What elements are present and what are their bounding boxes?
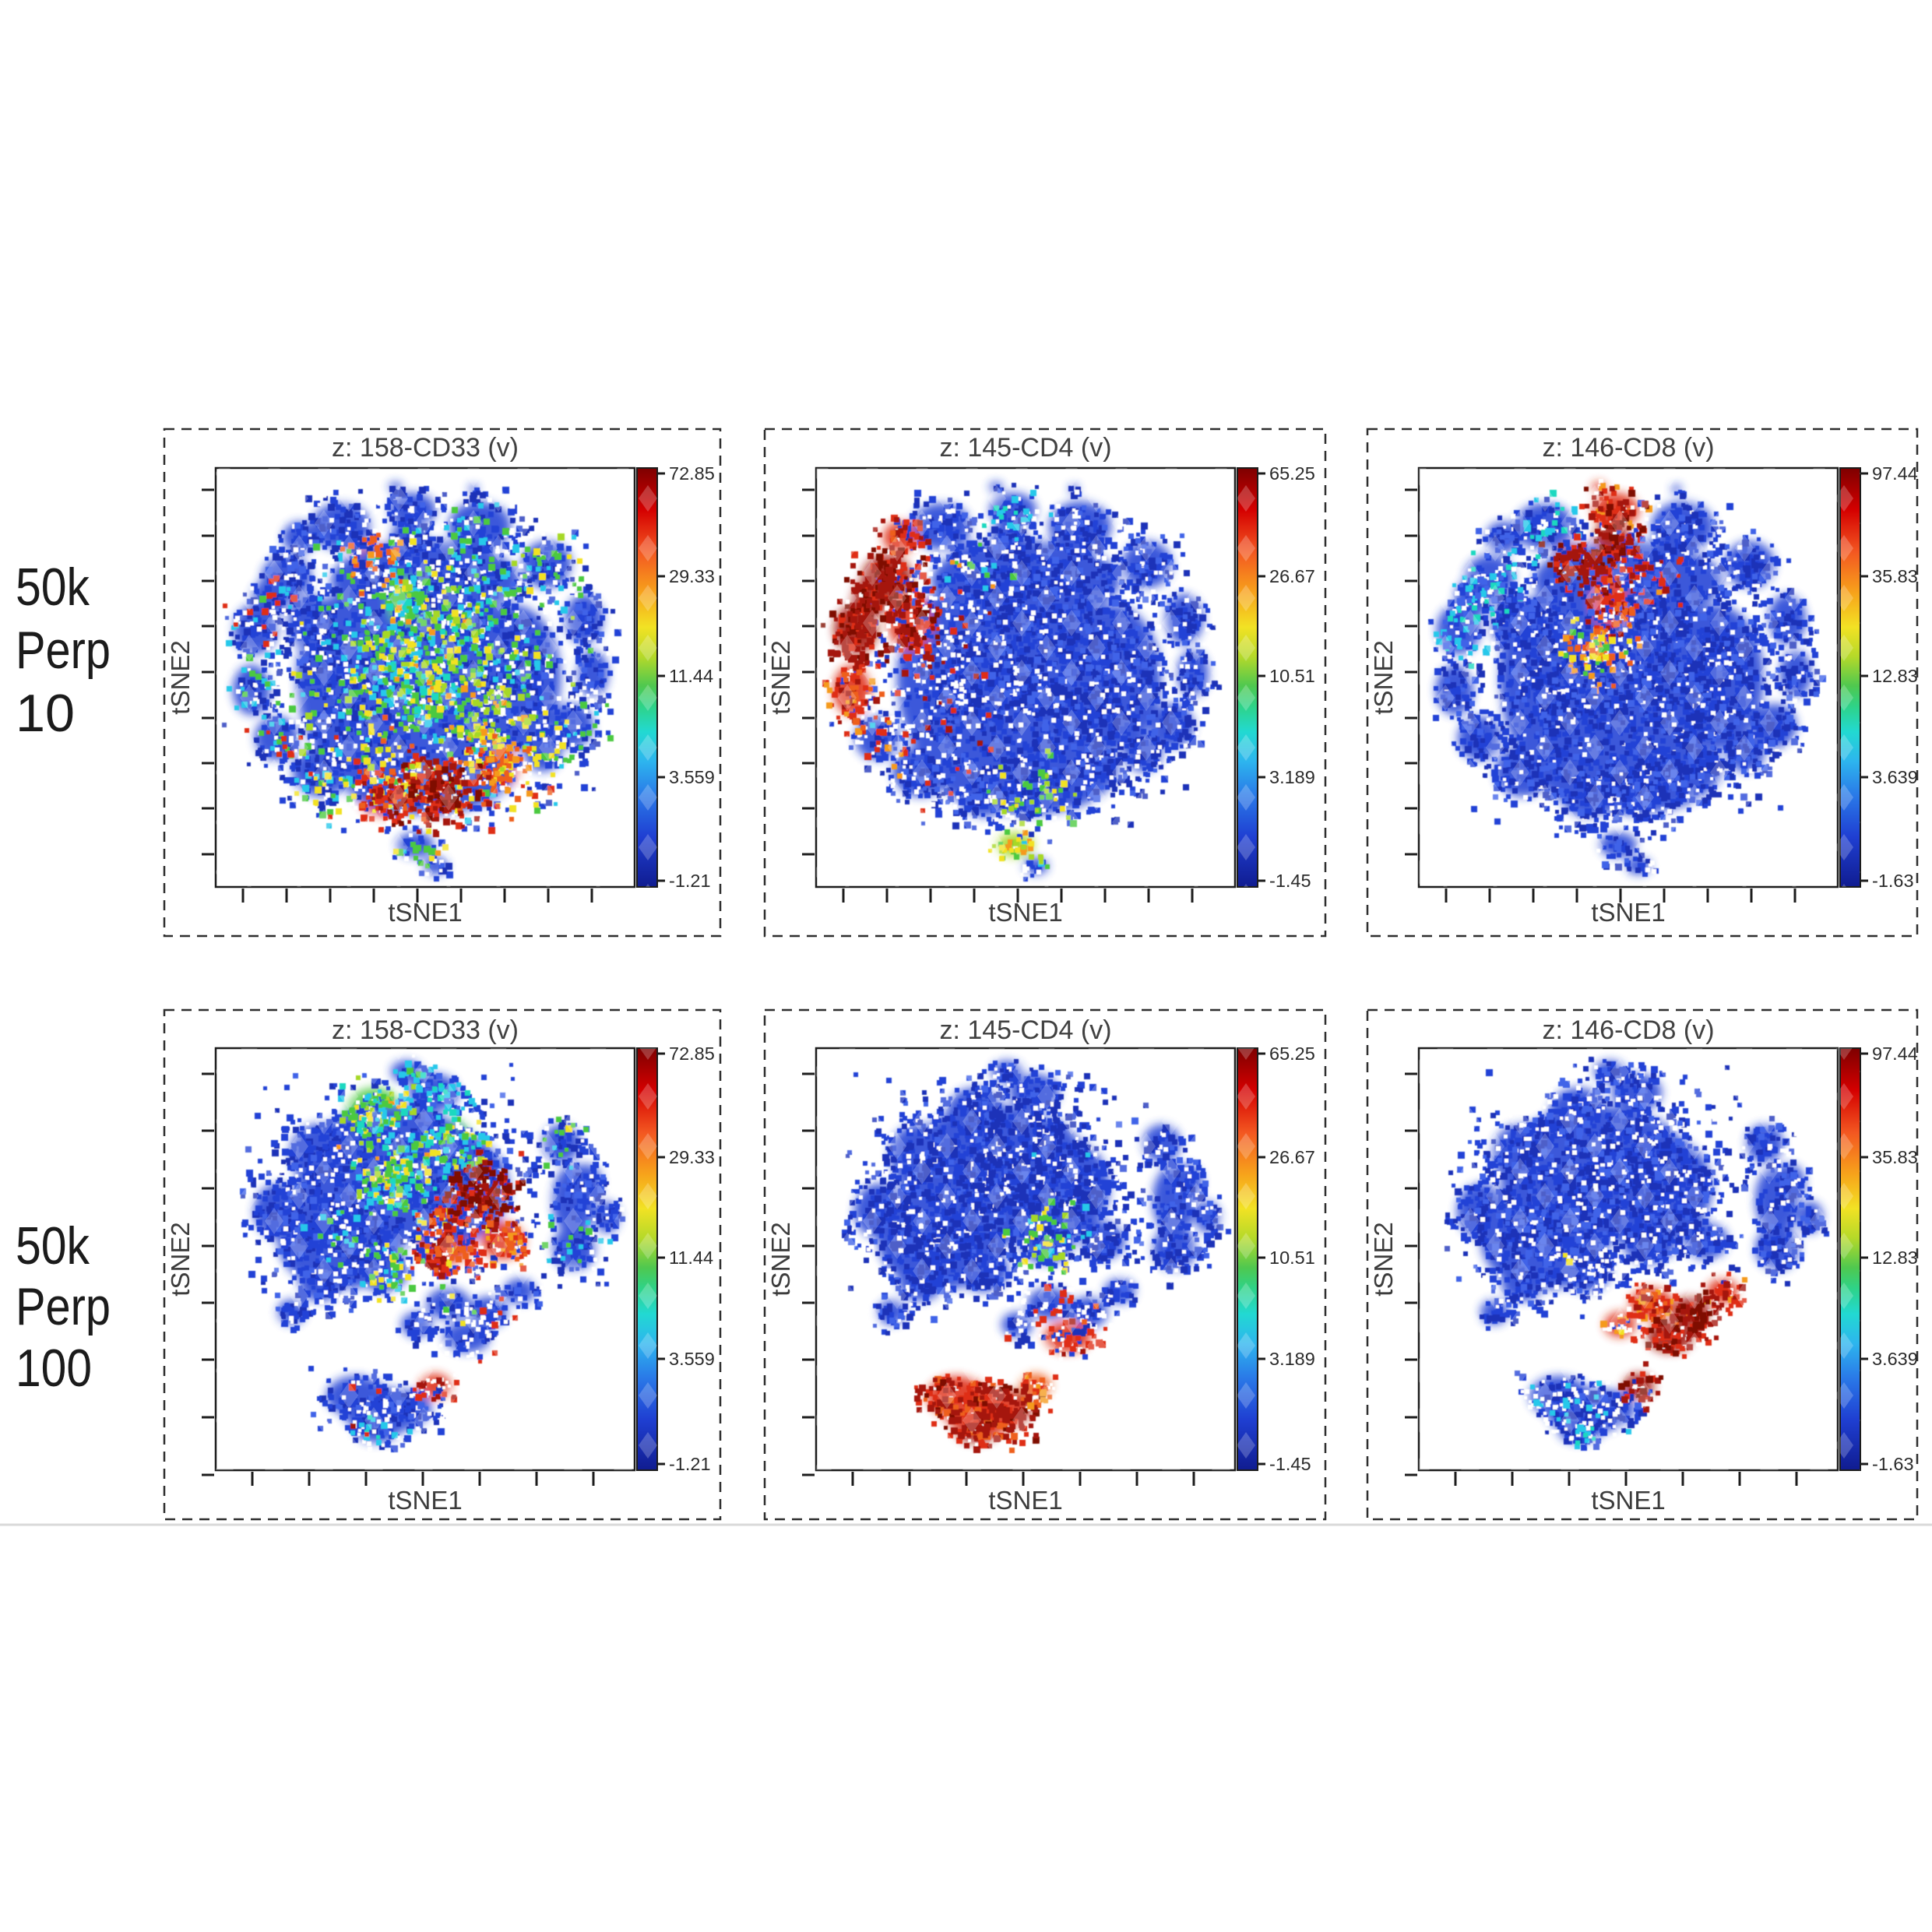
svg-text:-1.63: -1.63 (1872, 1454, 1914, 1474)
svg-text:z: 145-CD4 (v): z: 145-CD4 (v) (939, 433, 1111, 463)
svg-text:12.83: 12.83 (1872, 666, 1918, 686)
svg-text:3.639: 3.639 (1872, 767, 1918, 787)
svg-text:97.44: 97.44 (1872, 463, 1918, 484)
svg-text:3.559: 3.559 (669, 1349, 715, 1369)
svg-text:65.25: 65.25 (1269, 463, 1315, 484)
svg-text:12.83: 12.83 (1872, 1248, 1918, 1268)
svg-text:35.83: 35.83 (1872, 566, 1918, 586)
svg-text:z: 145-CD4 (v): z: 145-CD4 (v) (939, 1015, 1111, 1045)
svg-text:-1.45: -1.45 (1269, 1454, 1311, 1474)
svg-text:Perp: Perp (16, 621, 111, 680)
svg-text:-1.63: -1.63 (1872, 871, 1914, 891)
svg-text:tSNE2: tSNE2 (1369, 1222, 1398, 1296)
svg-text:-1.45: -1.45 (1269, 871, 1311, 891)
svg-text:tSNE1: tSNE1 (1591, 898, 1665, 927)
svg-text:72.85: 72.85 (669, 1043, 715, 1064)
svg-text:10: 10 (16, 684, 75, 743)
svg-text:Perp: Perp (16, 1277, 111, 1336)
svg-text:72.85: 72.85 (669, 463, 715, 484)
svg-text:tSNE2: tSNE2 (166, 640, 195, 714)
svg-text:-1.21: -1.21 (669, 871, 711, 891)
svg-text:-1.21: -1.21 (669, 1454, 711, 1474)
svg-text:3.639: 3.639 (1872, 1349, 1918, 1369)
svg-text:tSNE2: tSNE2 (766, 1222, 795, 1296)
svg-text:z: 158-CD33 (v): z: 158-CD33 (v) (332, 433, 519, 463)
svg-text:3.189: 3.189 (1269, 1349, 1315, 1369)
svg-text:tSNE2: tSNE2 (766, 640, 795, 714)
svg-text:50k: 50k (16, 558, 90, 617)
svg-text:26.67: 26.67 (1269, 1147, 1315, 1167)
svg-text:tSNE1: tSNE1 (988, 1486, 1062, 1515)
svg-text:3.189: 3.189 (1269, 767, 1315, 787)
svg-text:tSNE2: tSNE2 (1369, 640, 1398, 714)
svg-text:tSNE1: tSNE1 (1591, 1486, 1665, 1515)
svg-text:11.44: 11.44 (669, 666, 713, 686)
svg-text:z: 158-CD33 (v): z: 158-CD33 (v) (332, 1015, 519, 1045)
svg-text:29.33: 29.33 (669, 566, 715, 586)
svg-text:35.83: 35.83 (1872, 1147, 1918, 1167)
svg-text:65.25: 65.25 (1269, 1043, 1315, 1064)
svg-text:10.51: 10.51 (1269, 666, 1315, 686)
svg-text:tSNE2: tSNE2 (166, 1222, 195, 1296)
svg-text:tSNE1: tSNE1 (988, 898, 1062, 927)
svg-text:10.51: 10.51 (1269, 1248, 1315, 1268)
svg-text:26.67: 26.67 (1269, 566, 1315, 586)
svg-text:100: 100 (16, 1339, 92, 1398)
svg-text:97.44: 97.44 (1872, 1043, 1918, 1064)
svg-text:z: 146-CD8 (v): z: 146-CD8 (v) (1542, 1015, 1714, 1045)
svg-text:3.559: 3.559 (669, 767, 715, 787)
svg-text:tSNE1: tSNE1 (388, 898, 462, 927)
svg-text:11.44: 11.44 (669, 1248, 713, 1268)
svg-text:50k: 50k (16, 1216, 90, 1276)
svg-text:z: 146-CD8 (v): z: 146-CD8 (v) (1542, 433, 1714, 463)
svg-text:tSNE1: tSNE1 (388, 1486, 462, 1515)
svg-text:29.33: 29.33 (669, 1147, 715, 1167)
